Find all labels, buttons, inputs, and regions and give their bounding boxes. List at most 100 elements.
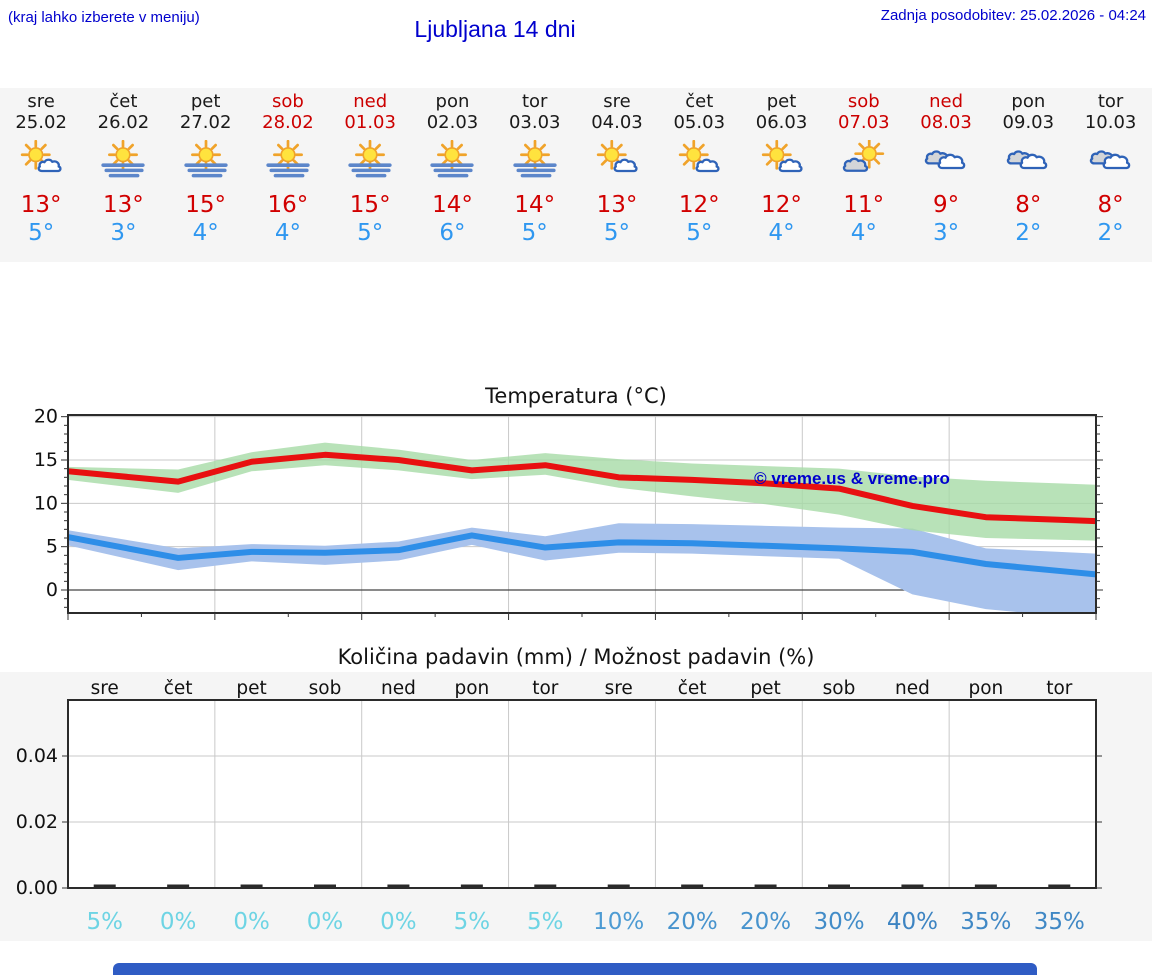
precipitation-chart: sre čet pet sob ned pon tor sre čet pet sob ned pon t… xyxy=(16,678,1102,935)
low-temp-label: 3° xyxy=(110,220,137,246)
forecast-day-column: čet 05.03 12° 5° xyxy=(658,88,740,262)
precip-day-label: tor xyxy=(532,678,559,699)
precipitation-chart-title: Količina padavin (mm) / Možnost padavin … xyxy=(337,645,815,669)
day-date-label: 09.03 xyxy=(1002,112,1055,133)
day-date-label: 27.02 xyxy=(179,112,232,133)
low-temp-label: 5° xyxy=(686,220,713,246)
precip-day-label: sre xyxy=(605,678,633,699)
weather-icon-slot xyxy=(1088,136,1134,186)
precip-probability-label: 30% xyxy=(813,909,864,935)
high-temp-label: 14° xyxy=(514,192,556,218)
day-date-label: 28.02 xyxy=(262,112,314,133)
precip-probability-label: 0% xyxy=(307,909,344,935)
high-temp-label: 11° xyxy=(843,192,885,218)
forecast-day-column: pon 09.03 8° 2° xyxy=(987,88,1069,262)
precip-probability-label: 0% xyxy=(233,909,270,935)
day-name-label: ned xyxy=(929,91,964,112)
low-temp-label: 2° xyxy=(1015,220,1042,246)
precip-day-label: pet xyxy=(236,678,266,699)
low-temp-label: 5° xyxy=(603,220,631,246)
forecast-day-column: pet 27.02 15° 4° xyxy=(165,88,247,262)
temp-y-tick-label: 10 xyxy=(34,492,58,514)
precip-day-label: čet xyxy=(164,678,193,699)
precip-bar xyxy=(240,884,263,888)
precip-bar xyxy=(901,884,924,888)
precip-day-label: sob xyxy=(309,678,342,699)
high-temp-label: 8° xyxy=(1097,192,1124,218)
day-name-label: sre xyxy=(603,91,631,112)
precip-bar xyxy=(314,884,336,888)
weather-icon-slot xyxy=(265,136,311,186)
precip-bar xyxy=(974,884,997,888)
day-date-label: 26.02 xyxy=(97,112,150,133)
low-temp-label: 2° xyxy=(1097,220,1124,246)
forecast-day-column: tor 03.03 14° 5° xyxy=(494,88,576,262)
precip-day-label: pon xyxy=(454,678,489,699)
day-name-label: pon xyxy=(1011,91,1046,112)
precip-day-label: sre xyxy=(91,678,119,699)
precip-probability-label: 35% xyxy=(960,909,1011,935)
day-date-label: 25.02 xyxy=(15,112,67,133)
sun-cloud-icon xyxy=(761,140,803,173)
precip-probability-label: 0% xyxy=(160,909,197,935)
min temperature-line xyxy=(68,532,1096,578)
sun-fog-icon xyxy=(184,140,228,178)
temp-y-tick-label: 15 xyxy=(34,449,58,471)
precip-bar xyxy=(828,884,850,888)
precip-bar xyxy=(1048,884,1071,888)
day-date-label: 01.03 xyxy=(344,112,396,133)
high-temp-label: 13° xyxy=(596,192,638,218)
high-temp-label: 13° xyxy=(20,192,62,218)
precip-y-tick-label: 0.00 xyxy=(16,877,58,899)
sun-cloud-icon xyxy=(20,140,62,173)
day-name-label: ned xyxy=(353,91,388,112)
weather-icon-slot xyxy=(676,136,722,186)
footer-banner[interactable] xyxy=(113,963,1037,975)
day-name-label: čet xyxy=(109,91,138,112)
precip-probability-label: 5% xyxy=(86,909,123,935)
precip-probability-label: 35% xyxy=(1034,909,1085,935)
weather-icon-slot xyxy=(429,136,475,186)
day-date-label: 07.03 xyxy=(838,112,890,133)
clouds-icon xyxy=(924,150,966,170)
precip-probability-label: 10% xyxy=(593,909,644,935)
precip-probability-label: 20% xyxy=(667,909,718,935)
precip-y-tick-label: 0.04 xyxy=(16,745,58,767)
last-update-text: Zadnja posodobitev: 25.02.2026 - 04:24 xyxy=(880,7,1146,24)
weather-icon-slot xyxy=(183,136,229,186)
day-date-label: 08.03 xyxy=(920,112,972,133)
watermark-text: © vreme.us & vreme.pro xyxy=(754,469,950,488)
precip-probability-label: 5% xyxy=(454,909,491,935)
menu-hint-text: (kraj lahko izberete v meniju) xyxy=(8,9,200,26)
day-date-label: 03.03 xyxy=(508,112,561,133)
precip-bar xyxy=(754,884,777,888)
day-name-label: tor xyxy=(1097,91,1124,112)
forecast-day-column: ned 08.03 9° 3° xyxy=(905,88,987,262)
temperature-chart-title: Temperatura (°C) xyxy=(485,384,667,408)
weather-icon-slot xyxy=(512,136,558,186)
high-temp-label: 14° xyxy=(432,192,473,218)
sun-fog-icon xyxy=(430,140,475,178)
precip-bar xyxy=(167,884,190,888)
day-date-label: 10.03 xyxy=(1084,112,1137,133)
weather-icon-slot xyxy=(841,136,887,186)
low-temp-label: 4° xyxy=(192,220,219,246)
low-temp-label: 4° xyxy=(274,220,301,246)
weather-icon-slot xyxy=(18,136,64,186)
low-temp-label: 5° xyxy=(28,220,55,246)
precip-bar xyxy=(534,884,557,888)
precip-probability-label: 20% xyxy=(740,909,791,935)
weather-icon-slot xyxy=(100,136,146,186)
max temperature-line xyxy=(68,451,1096,525)
forecast-day-column: ned 01.03 15° 5° xyxy=(329,88,411,262)
precip-probability-label: 5% xyxy=(527,909,564,935)
day-date-label: 04.03 xyxy=(591,112,643,133)
temp-y-tick-label: 0 xyxy=(46,579,58,601)
high-temp-label: 9° xyxy=(932,192,960,218)
sun-fog-icon xyxy=(266,140,310,178)
high-temp-label: 15° xyxy=(349,192,391,218)
precip-day-label: pon xyxy=(968,678,1003,699)
day-name-label: tor xyxy=(521,91,548,112)
precip-bar xyxy=(93,884,116,888)
